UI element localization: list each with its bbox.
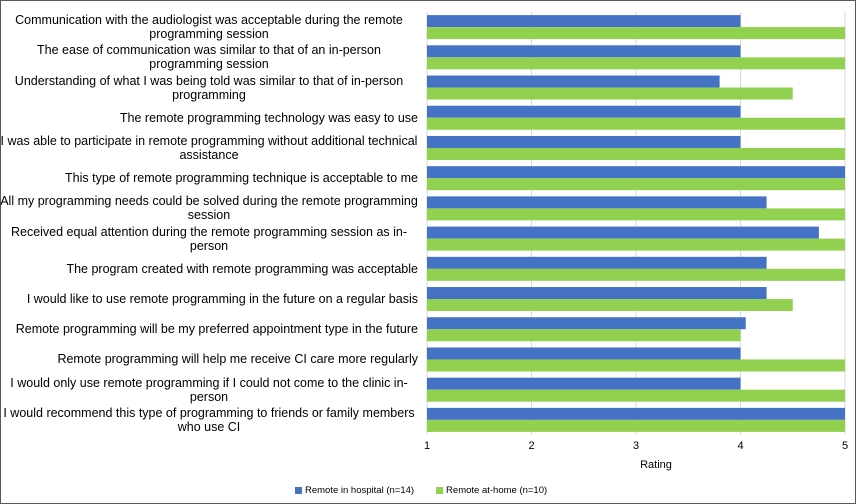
bar-home [427,87,793,100]
category-label-text: The remote programming technology was ea… [119,110,418,125]
bar-home [427,268,845,281]
category-label: I would only use remote programming if I… [0,375,418,405]
bar-home [427,359,845,372]
x-axis-label: Rating [640,459,672,471]
category-label: I would recommend this type of programmi… [0,405,418,435]
category-label: Received equal attention during the remo… [0,224,418,254]
category-label: I was able to participate in remote prog… [0,133,418,163]
bar-home [427,178,845,191]
x-tick-label: 1 [423,440,431,452]
bar-hospital [427,15,741,28]
bar-hospital [427,135,741,148]
bar-home [427,27,845,40]
category-label: The ease of communication was similar to… [0,42,418,72]
bar-hospital [427,256,767,269]
category-label: This type of remote programming techniqu… [0,163,418,193]
bar-hospital [427,347,741,360]
category-label-text: Received equal attention during the remo… [10,224,408,253]
x-tick-label: 3 [632,440,640,452]
legend-label-hospital: Remote in hospital (n=14) [305,485,415,496]
category-label-text: The ease of communication was similar to… [37,43,381,72]
bar-home [427,299,793,312]
category-label: Communication with the audiologist was a… [0,12,418,42]
bar-hospital [427,377,741,390]
category-label-text: This type of remote programming techniqu… [65,171,418,186]
bar-hospital [427,407,845,420]
bar-hospital [427,287,767,300]
category-label-text: All my programming needs could be solved… [0,194,418,223]
category-label-text: Remote programming will be my preferred … [15,322,418,337]
category-label: I would like to use remote programming i… [0,284,418,314]
bar-hospital [427,226,819,239]
bar-home [427,419,845,432]
legend-label-home: Remote at-home (n=10) [446,485,548,496]
legend-swatch-hospital [295,487,302,494]
bar-hospital [427,196,767,209]
bar-hospital [427,317,746,330]
bar-home [427,238,845,251]
bar-home [427,57,845,70]
x-tick-label: 4 [737,440,744,452]
category-label: The program created with remote programm… [0,254,418,284]
category-label-text: I would only use remote programming if I… [10,375,408,404]
bar-home [427,389,845,402]
legend-item-home: Remote at-home (n=10) [436,485,547,496]
bar-home [427,117,845,130]
x-tick-label: 2 [528,440,535,452]
category-label-text: Understanding of what I was being told w… [14,73,404,102]
legend-item-hospital: Remote in hospital (n=14) [295,485,414,496]
bar-hospital [427,105,741,118]
category-label: All my programming needs could be solved… [0,193,418,223]
category-label-text: I was able to participate in remote prog… [0,133,418,162]
legend-swatch-home [436,487,444,494]
bar-hospital [427,45,741,58]
category-label-text: Remote programming will help me receive … [57,352,418,367]
category-label-text: The program created with remote programm… [66,261,418,276]
category-label: Understanding of what I was being told w… [0,72,418,102]
bar-home [427,147,845,160]
x-tick-label: 5 [841,440,849,452]
category-label: Remote programming will be my preferred … [0,314,418,344]
category-label: The remote programming technology was ea… [0,103,418,133]
category-label-text: I would recommend this type of programmi… [3,405,415,434]
bar-hospital [427,166,845,179]
category-label: Remote programming will help me receive … [0,344,418,374]
legend: Remote in hospital (n=14) Remote at-home… [295,485,547,496]
category-label-text: I would like to use remote programming i… [26,292,418,307]
bar-home [427,208,845,221]
bar-home [427,329,741,342]
category-label-text: Communication with the audiologist was a… [15,13,403,42]
bar-hospital [427,75,720,88]
